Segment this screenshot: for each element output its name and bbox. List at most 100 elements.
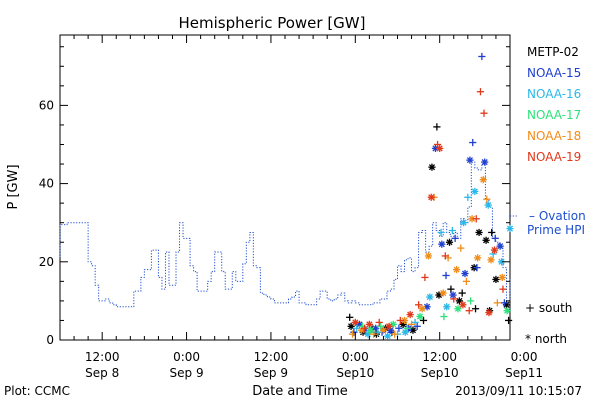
legend-entry: NOAA-17 bbox=[527, 108, 581, 122]
south-marker bbox=[471, 305, 480, 313]
marker-stroke bbox=[461, 270, 469, 277]
north-marker bbox=[481, 158, 489, 166]
marker-stroke bbox=[440, 290, 447, 297]
north-marker bbox=[503, 307, 511, 315]
south-marker bbox=[441, 252, 449, 260]
y-tick-label: 20 bbox=[39, 255, 54, 269]
marker-stroke bbox=[480, 176, 487, 183]
x-tick-label-time: 0:00 bbox=[511, 350, 538, 364]
south-marker bbox=[499, 285, 507, 293]
north-marker bbox=[492, 275, 500, 283]
north-marker bbox=[385, 322, 393, 330]
north-marker bbox=[490, 246, 499, 254]
marker-stroke bbox=[356, 321, 363, 328]
south-marker bbox=[419, 316, 428, 325]
legend-entry: NOAA-15 bbox=[527, 66, 581, 80]
marker-stroke bbox=[468, 215, 476, 222]
north-marker bbox=[400, 316, 409, 325]
south-marker bbox=[467, 297, 475, 305]
x-tick-label-date: Sep 8 bbox=[85, 366, 119, 380]
north-marker bbox=[418, 305, 426, 313]
south-marker bbox=[391, 330, 399, 338]
south-marker bbox=[440, 312, 448, 321]
north-marker bbox=[443, 303, 451, 311]
south-marker bbox=[421, 273, 429, 282]
north-marker bbox=[445, 238, 454, 246]
north-marker bbox=[496, 242, 504, 250]
north-marker bbox=[466, 156, 474, 164]
satellite-points-layer bbox=[346, 52, 514, 340]
chart-title: Hemispheric Power [GW] bbox=[179, 14, 366, 32]
marker-stroke bbox=[474, 254, 481, 261]
marker-stroke bbox=[459, 301, 466, 308]
north-marker bbox=[487, 256, 495, 264]
south-marker bbox=[395, 324, 403, 332]
legend-entry: NOAA-19 bbox=[527, 150, 581, 164]
south-marker bbox=[476, 88, 485, 96]
marker-stroke bbox=[498, 258, 505, 265]
north-marker bbox=[416, 312, 424, 321]
south-marker bbox=[488, 228, 496, 237]
north-marker bbox=[438, 240, 446, 248]
north-marker bbox=[461, 269, 469, 278]
marker-stroke bbox=[471, 188, 478, 195]
x-tick-label-date: Sep10 bbox=[336, 366, 374, 380]
north-marker bbox=[351, 318, 359, 327]
marker-stroke bbox=[407, 311, 414, 318]
marker-stroke bbox=[466, 157, 473, 164]
marker-stroke bbox=[387, 327, 394, 334]
x-tick-label-date: Sep11 bbox=[505, 366, 543, 380]
marker-stroke bbox=[476, 229, 483, 236]
marker-stroke bbox=[419, 305, 426, 312]
marker-stroke bbox=[456, 297, 463, 304]
marker-stroke bbox=[446, 239, 453, 246]
north-marker bbox=[428, 163, 436, 171]
marker-stroke bbox=[409, 327, 417, 334]
south-marker bbox=[375, 318, 383, 327]
south-marker bbox=[500, 299, 508, 307]
south-marker bbox=[407, 320, 416, 328]
south-marker bbox=[413, 322, 421, 330]
south-marker bbox=[447, 285, 455, 293]
north-marker bbox=[454, 305, 462, 313]
x-tick-label-time: 12:00 bbox=[422, 350, 457, 364]
marker-stroke bbox=[504, 307, 511, 314]
y-axis-label: P [GW] bbox=[6, 164, 21, 209]
north-marker bbox=[474, 254, 482, 262]
marker-stroke bbox=[454, 305, 462, 312]
marker-stroke bbox=[492, 276, 499, 283]
north-marker bbox=[426, 293, 434, 301]
south-marker bbox=[433, 123, 441, 131]
north-marker bbox=[459, 219, 468, 227]
x-axis-label: Date and Time bbox=[252, 384, 348, 399]
x-tick-label-time: 12:00 bbox=[85, 350, 120, 364]
north-marker bbox=[384, 332, 392, 340]
south-marker bbox=[360, 324, 369, 332]
marker-stroke bbox=[380, 327, 387, 334]
south-marker bbox=[493, 299, 501, 307]
south-marker bbox=[451, 234, 459, 242]
south-marker bbox=[491, 234, 499, 242]
ovation-legend-line1: – Ovation bbox=[529, 209, 586, 223]
legend-entry: NOAA-18 bbox=[527, 129, 581, 143]
marker-stroke bbox=[485, 202, 492, 209]
south-marker bbox=[377, 322, 385, 330]
north-marker bbox=[406, 310, 414, 319]
marker-stroke bbox=[428, 194, 435, 201]
north-marker bbox=[482, 236, 490, 244]
north-marker-legend: * north bbox=[525, 332, 567, 346]
legend: METP-02 NOAA-15 NOAA-16 NOAA-17 NOAA-18 NOAA-… bbox=[510, 45, 581, 217]
south-marker bbox=[483, 195, 491, 203]
south-marker bbox=[414, 301, 423, 309]
north-marker bbox=[379, 326, 388, 334]
north-marker bbox=[452, 266, 461, 274]
marker-stroke bbox=[416, 313, 424, 320]
north-marker bbox=[367, 326, 375, 334]
north-marker bbox=[498, 273, 506, 282]
south-marker bbox=[480, 109, 488, 117]
north-marker bbox=[468, 215, 476, 223]
marker-stroke bbox=[443, 303, 450, 310]
ovation-layer bbox=[59, 161, 511, 308]
legend-entry: METP-02 bbox=[527, 45, 579, 59]
north-marker bbox=[475, 228, 483, 237]
